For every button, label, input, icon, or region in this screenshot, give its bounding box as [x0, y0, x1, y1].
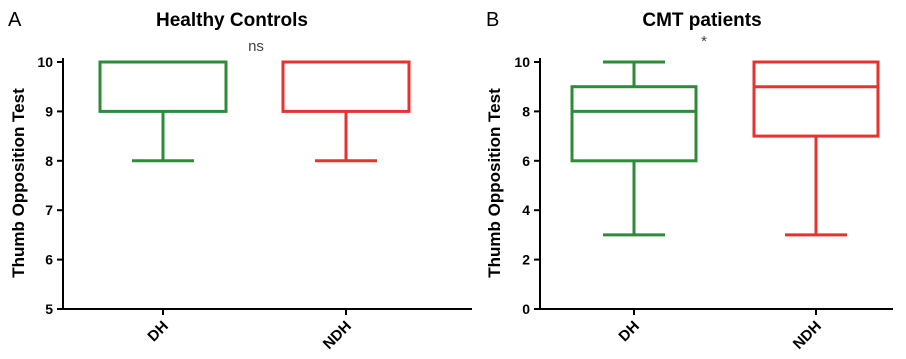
- x-tick-label-b-1: NDH: [790, 318, 825, 353]
- y-tick-label-a-2: 7: [45, 202, 53, 218]
- y-tick-label-b-4: 8: [522, 103, 530, 119]
- box-a-ndh: [281, 60, 411, 163]
- significance-annotation-a: ns: [248, 38, 264, 55]
- y-tick-label-b-3: 6: [522, 153, 530, 169]
- panel-letter-b: B: [486, 9, 499, 31]
- box-b-dh: [570, 60, 698, 237]
- y-tick-label-b-2: 4: [522, 202, 530, 218]
- y-tick-label-a-3: 8: [45, 153, 53, 169]
- significance-annotation-b: *: [701, 33, 707, 50]
- y-axis-title-b: Thumb Opposition Test: [485, 88, 504, 278]
- box-iqr-b-1: [752, 60, 880, 138]
- box-iqr-a-1: [281, 60, 411, 113]
- panel-b: B CMT patients * Thumb Opposition Test 0…: [485, 9, 893, 353]
- panel-title-b: CMT patients: [642, 10, 761, 31]
- box-b-ndh: [752, 60, 880, 237]
- y-tick-label-a-4: 9: [45, 103, 53, 119]
- y-tick-label-a-5: 10: [37, 54, 53, 70]
- y-tick-label-b-0: 0: [522, 301, 530, 317]
- panel-a: A Healthy Controls ns Thumb Opposition T…: [8, 9, 472, 353]
- x-tick-label-a-0: DH: [144, 318, 171, 345]
- x-tick-label-a-1: NDH: [320, 318, 355, 353]
- box-iqr-a-0: [98, 60, 228, 113]
- y-tick-label-a-1: 6: [45, 252, 53, 268]
- box-a-dh: [98, 60, 228, 163]
- panel-letter-a: A: [8, 9, 22, 31]
- y-tick-label-b-5: 10: [514, 54, 530, 70]
- y-tick-label-b-1: 2: [522, 252, 530, 268]
- y-tick-label-a-0: 5: [45, 301, 53, 317]
- x-tick-label-b-0: DH: [615, 318, 642, 345]
- box-iqr-b-0: [570, 85, 698, 163]
- panel-title-a: Healthy Controls: [156, 10, 308, 31]
- y-axis-title-a: Thumb Opposition Test: [9, 88, 28, 278]
